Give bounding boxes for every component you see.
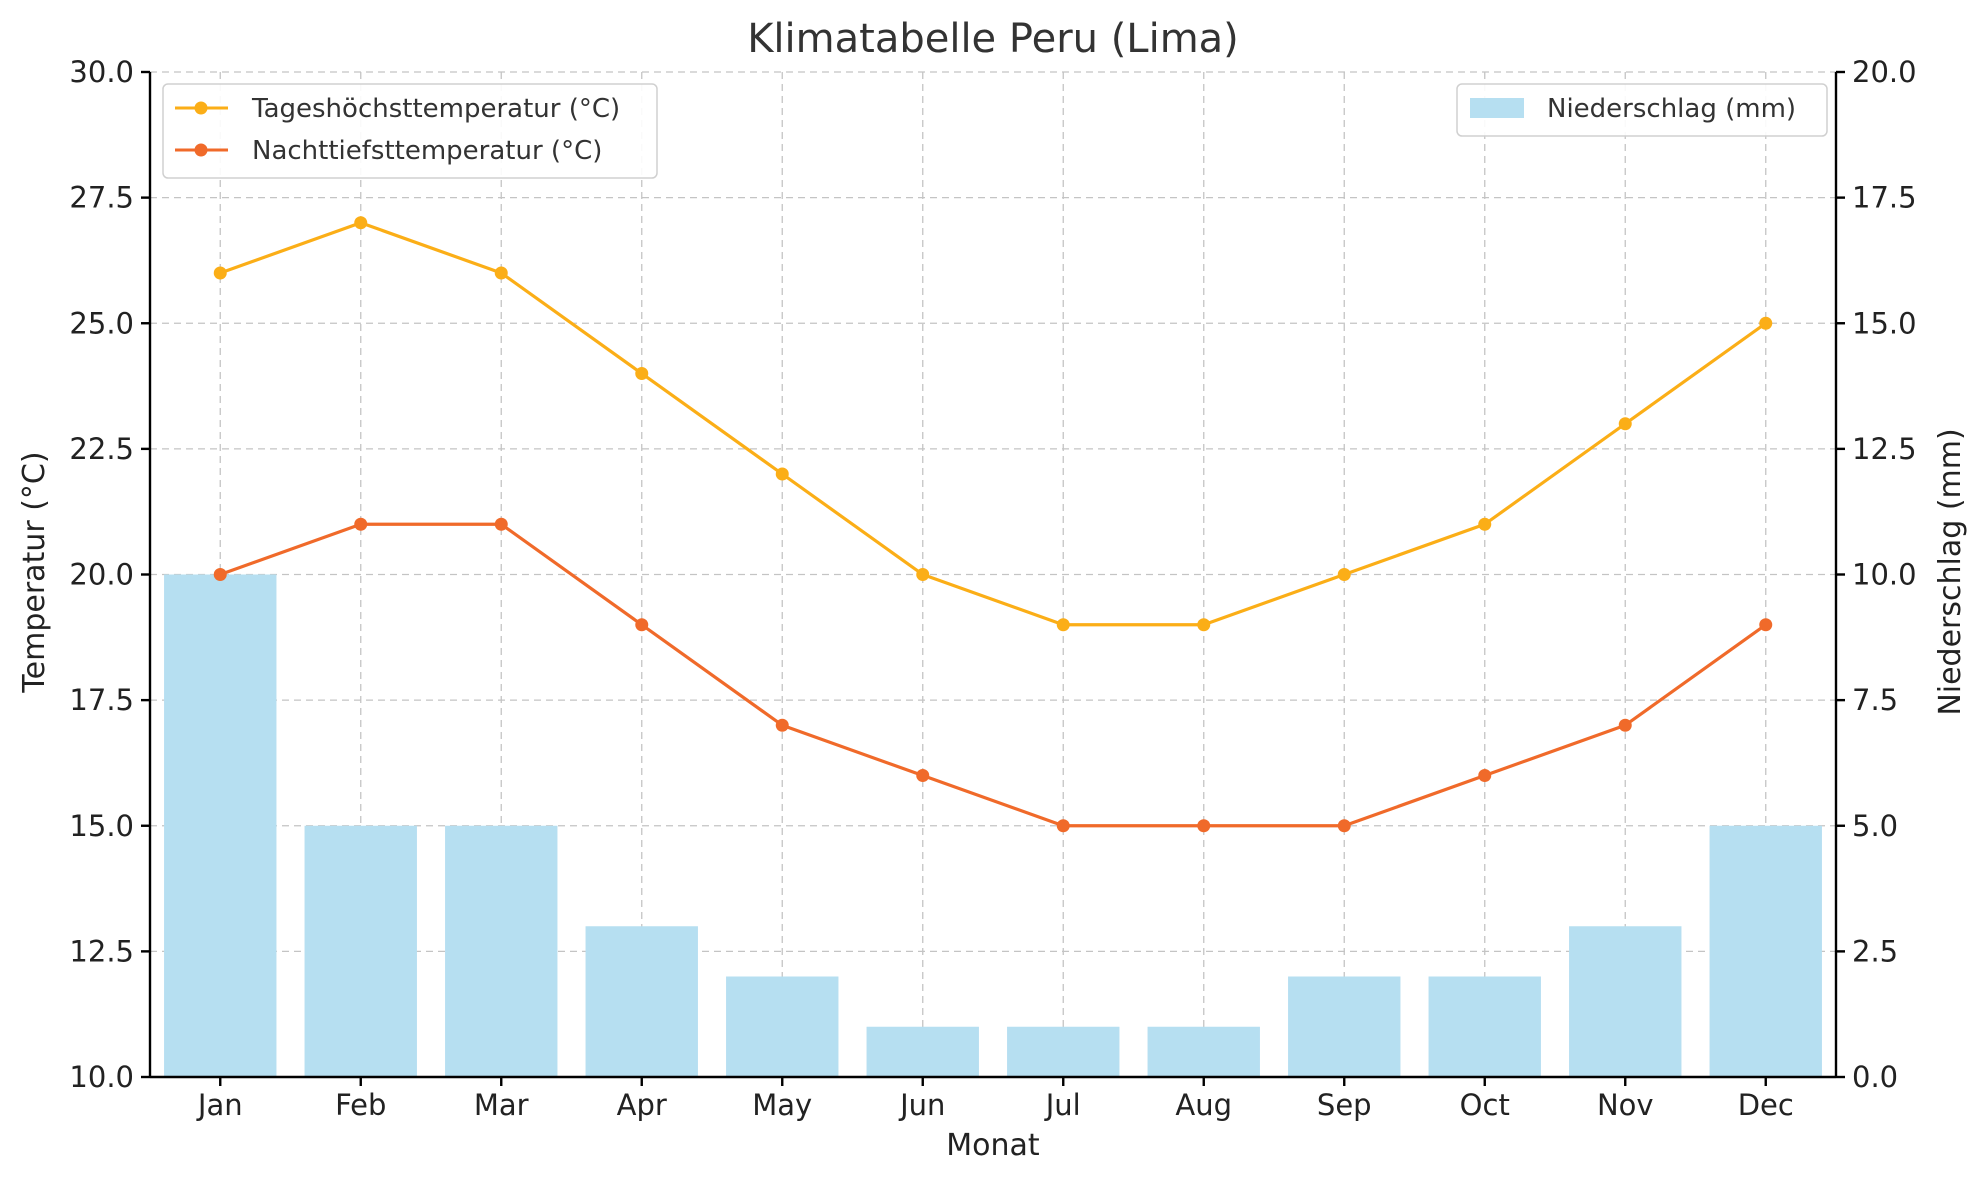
high-temp-point-oct [1478,517,1492,531]
precip-bar-oct [1428,976,1541,1077]
legend-entry-precip: Niederschlag (mm) [1470,94,1796,124]
precip-bar-may [726,976,839,1077]
y-right-tick-label: 7.5 [1852,683,1898,717]
high-temp-line [219,221,1767,627]
temperature-lines [213,216,1773,833]
x-tick-label: Feb [335,1088,386,1122]
low-temp-point-dec [1759,618,1773,632]
legend-precipitation: Niederschlag (mm) [1456,83,1828,137]
precip-bar-apr [585,926,698,1077]
y-right-tick-label: 20.0 [1852,55,1917,89]
low-temp-point-jun [916,769,930,782]
y-right-tick-label: 2.5 [1852,934,1898,968]
y-right-tick-label: 12.5 [1852,432,1917,466]
x-tick-label: Jul [1044,1088,1081,1122]
legend-marker-low [194,143,208,157]
precip-bar-aug [1147,1026,1260,1077]
x-tick-label: May [752,1088,812,1122]
low-temp-point-aug [1197,819,1211,833]
precip-bar-jun [866,1026,979,1077]
low-temp-point-jul [1056,819,1070,833]
grid [150,71,1836,1078]
y-left-tick-label: 30.0 [69,55,134,89]
low-temp-point-apr [635,618,649,632]
precip-bar-jul [1007,1026,1120,1077]
y-left-tick-label: 25.0 [69,306,134,340]
x-tick-label: Mar [474,1088,529,1122]
legend-swatch-precip [1470,98,1524,118]
legend-marker-high [194,101,208,115]
legend-temperature: Tageshöchsttemperatur (°C) Nachttiefstte… [162,83,658,179]
y-left-tick-label: 10.0 [69,1060,134,1094]
high-temp-point-may [775,467,789,481]
y-left-tick-label: 22.5 [69,432,134,466]
y-left-tick-label: 15.0 [69,809,134,843]
legend-label-precip: Niederschlag (mm) [1547,94,1796,124]
x-tick-label: Apr [617,1088,667,1122]
high-temp-point-apr [635,367,649,380]
low-temp-point-feb [354,517,368,531]
precip-bar-sep [1288,976,1401,1077]
precipitation-bars [164,574,1822,1077]
high-temp-point-dec [1759,316,1773,330]
x-tick-label: Dec [1738,1088,1794,1122]
legend-entry-low: Nachttiefsttemperatur (°C) [175,136,602,166]
precip-bar-mar [445,825,558,1077]
y-left-tick-label: 20.0 [69,558,134,592]
low-temp-point-nov [1618,718,1632,732]
y-left-tick-label: 12.5 [69,934,134,968]
axes [141,70,1845,1086]
y-right-tick-label: 17.5 [1852,181,1917,215]
y-right-tick-label: 0.0 [1852,1060,1898,1094]
low-temp-point-oct [1478,769,1492,782]
high-temp-point-jun [916,568,930,581]
legend-label-high: Tageshöchsttemperatur (°C) [251,94,620,124]
legend-label-low: Nachttiefsttemperatur (°C) [252,136,602,166]
y-right-tick-label: 15.0 [1852,306,1917,340]
legend-frame [1456,83,1828,137]
high-temp-point-aug [1197,618,1211,632]
high-temp-point-sep [1337,568,1351,581]
precip-bar-nov [1569,926,1682,1077]
y-left-tick-label: 27.5 [69,181,134,215]
y-axis-right-title: Niederschlag (mm) [1933,428,1968,715]
x-tick-label: Sep [1317,1088,1372,1122]
high-temp-point-jul [1056,618,1070,632]
x-axis-title: Monat [946,1128,1040,1163]
tick-labels: 10.0 12.5 15.0 17.5 20.0 22.5 25.0 27.5 30.0 0.0 2… [69,55,1916,1122]
legend-entry-high: Tageshöchsttemperatur (°C) [175,94,620,124]
high-temp-point-nov [1618,417,1632,431]
precip-bar-feb [304,825,417,1077]
low-temp-point-sep [1337,819,1351,833]
x-tick-label: Jan [196,1088,243,1122]
precip-bar-jan [164,574,277,1077]
x-tick-label: Jun [898,1088,945,1122]
high-temp-point-feb [354,216,368,230]
y-right-tick-label: 10.0 [1852,558,1917,592]
low-temp-point-jan [213,568,227,581]
y-axis-left-title: Temperatur (°C) [17,451,52,693]
low-temp-point-may [775,718,789,732]
legend-frame [162,83,658,179]
x-tick-label: Aug [1175,1088,1232,1122]
x-tick-label: Oct [1460,1088,1510,1122]
y-left-tick-label: 17.5 [69,683,134,717]
x-tick-label: Nov [1597,1088,1654,1122]
chart-title: Klimatabelle Peru (Lima) [747,16,1239,62]
low-temp-line [219,522,1767,828]
high-temp-point-mar [494,266,508,280]
precip-bar-dec [1709,825,1822,1077]
low-temp-point-mar [494,517,508,531]
y-right-tick-label: 5.0 [1852,809,1898,843]
high-temp-point-jan [213,266,227,280]
